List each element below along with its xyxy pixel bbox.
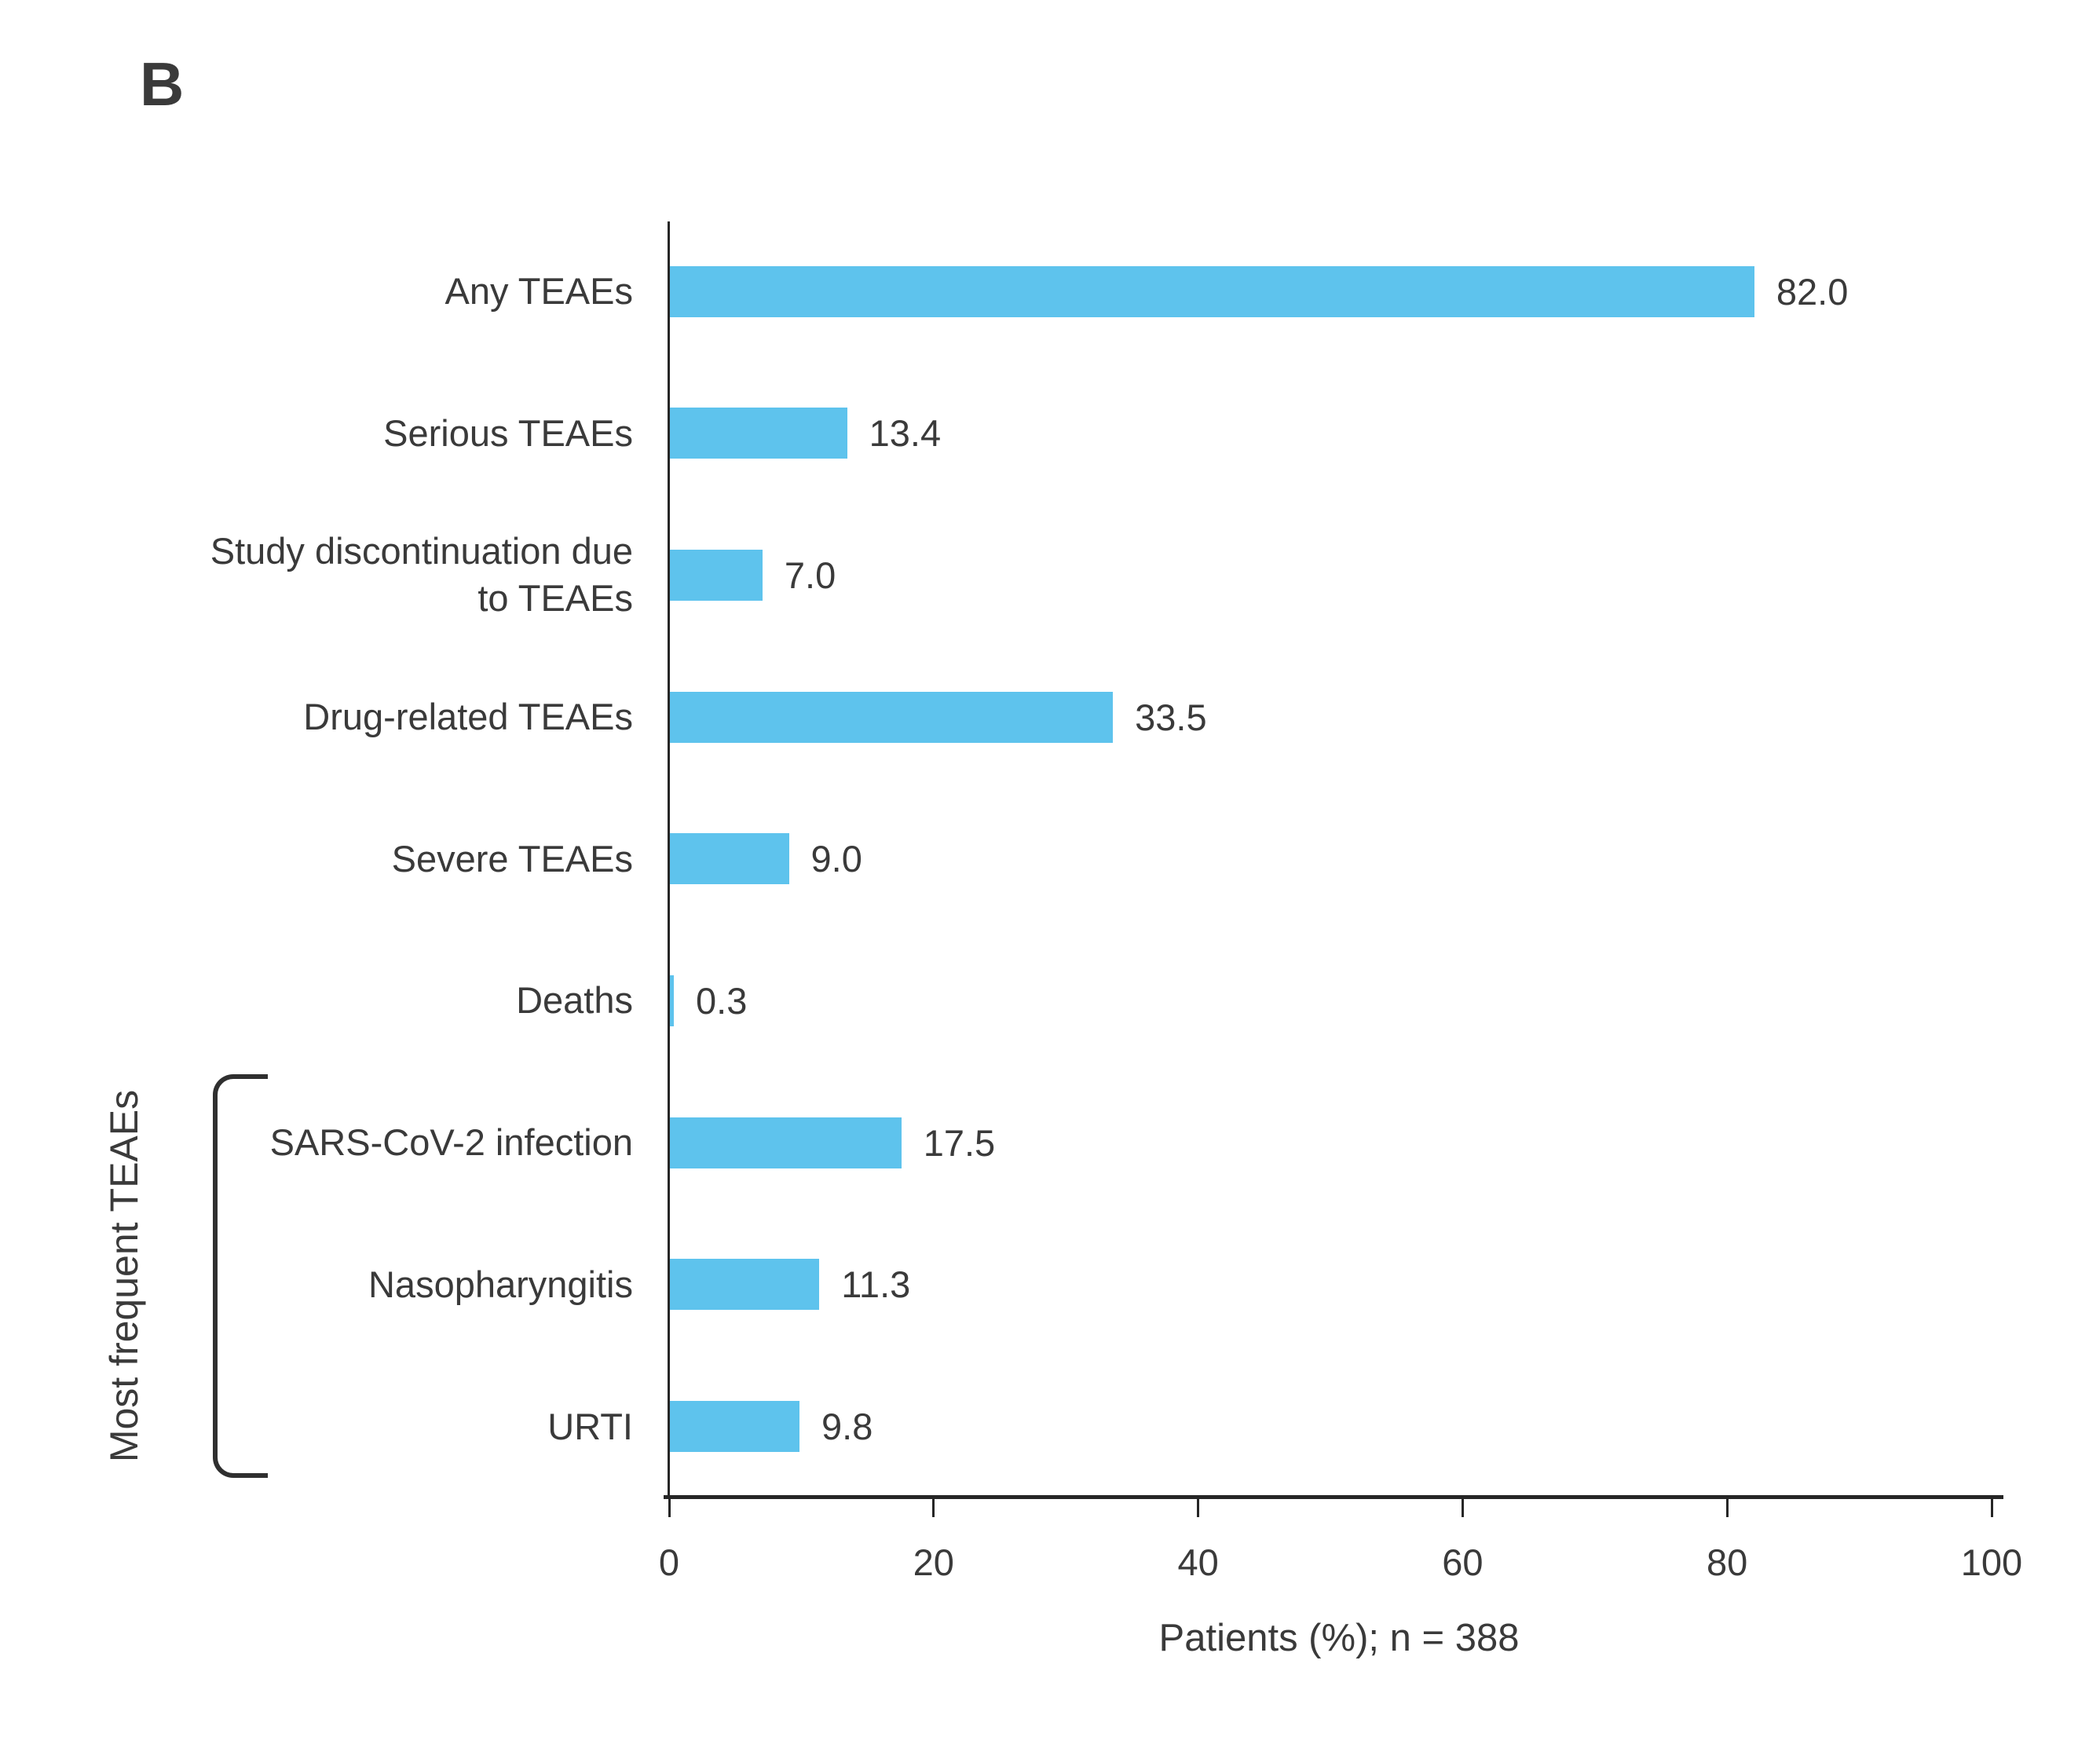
x-axis-title: Patients (%); n = 388 [1158,1617,1520,1659]
category-label: Any TEAEs [445,269,633,312]
x-tick-label: 40 [1177,1541,1219,1583]
panel-letter: B [140,49,185,119]
value-label: 82.0 [1776,270,1849,313]
value-label: 9.8 [821,1406,873,1448]
x-axis-line [664,1495,2003,1499]
x-tick-label: 60 [1442,1541,1484,1583]
x-tick [668,1495,671,1517]
x-tick-label: 0 [658,1541,680,1583]
x-tick [1461,1495,1464,1517]
value-label: 11.3 [841,1263,911,1306]
group-bracket-label: Most frequent TEAEs [102,1089,146,1463]
category-label: Nasopharyngitis [368,1263,633,1305]
x-tick [1990,1495,1993,1517]
bar [670,1117,902,1168]
value-label: 0.3 [696,980,748,1022]
value-label: 7.0 [784,554,836,596]
bar [670,265,1754,317]
bar [670,1259,820,1311]
bar [670,1401,800,1453]
category-label: SARS-CoV-2 infection [269,1121,633,1164]
value-label: 33.5 [1135,696,1207,738]
category-label: URTI [547,1405,633,1447]
value-label: 17.5 [923,1121,996,1164]
value-label: 9.0 [810,838,862,880]
category-label: Deaths [516,979,633,1022]
bar [670,975,675,1026]
x-tick [1725,1495,1729,1517]
x-tick-label: 20 [913,1541,954,1583]
x-tick-label: 80 [1707,1541,1748,1583]
bar [670,691,1114,743]
y-axis-line [668,221,670,1499]
category-label: Serious TEAEs [383,411,633,454]
x-tick [932,1495,935,1517]
bar [670,408,847,459]
category-label: Severe TEAEs [391,837,633,879]
bar [670,549,763,601]
bar [670,833,789,885]
value-label: 13.4 [869,412,942,455]
category-label: Drug-related TEAEs [303,696,633,738]
x-tick [1197,1495,1200,1517]
group-bracket [213,1074,268,1478]
x-tick-label: 100 [1960,1541,2023,1583]
category-label: Study discontinuation due to TEAEs [210,530,633,620]
